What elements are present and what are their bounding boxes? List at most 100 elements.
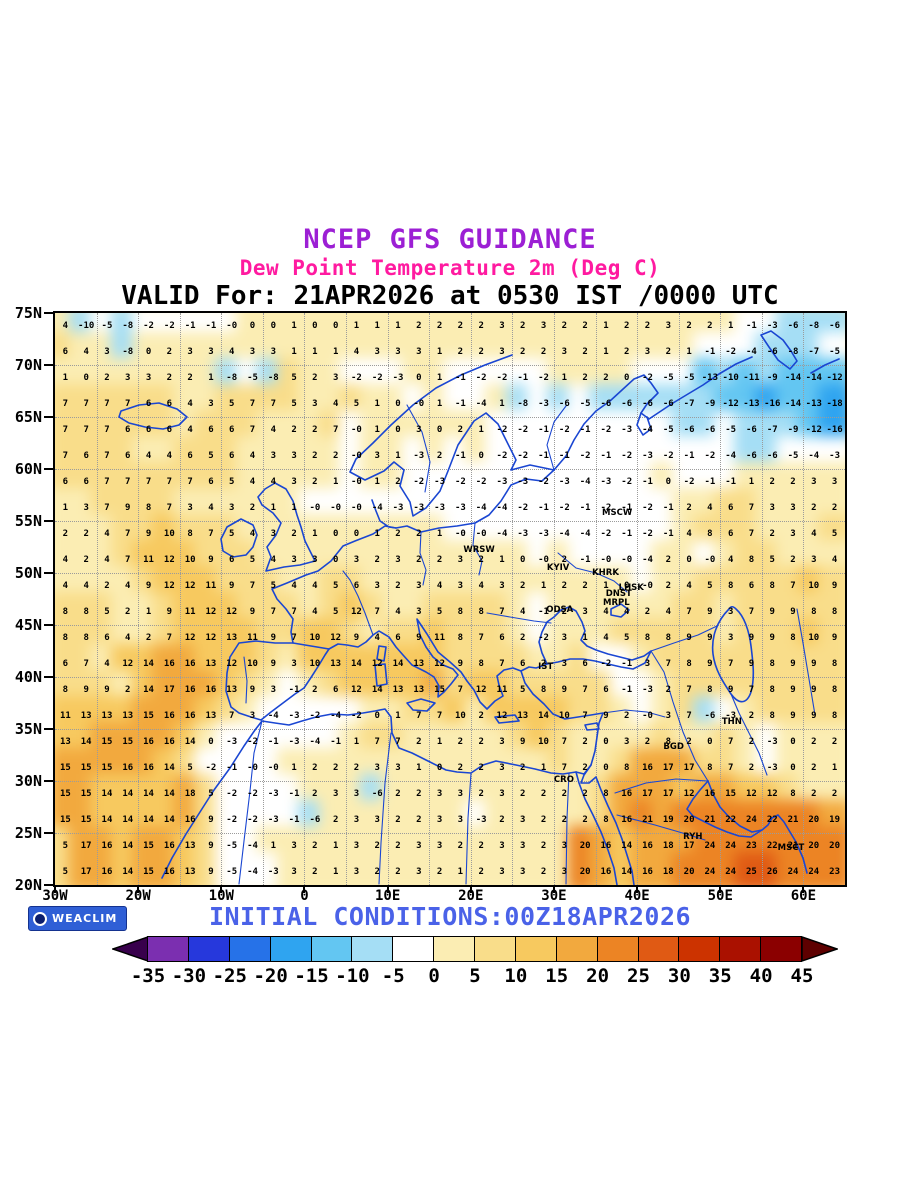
city-label: MRPL [602, 598, 630, 609]
grid-value: 5 [208, 789, 214, 799]
grid-value: 2 [623, 347, 630, 357]
grid-value: 12 [683, 789, 695, 799]
grid-value: -3 [454, 503, 466, 513]
grid-value: 2 [312, 867, 318, 877]
grid-value: -2 [600, 529, 612, 539]
grid-value: 9 [457, 659, 464, 669]
grid-value: -2 [704, 451, 716, 461]
grid-value: 4 [332, 399, 339, 409]
grid-value: 7 [291, 633, 297, 643]
grid-value: -1 [600, 451, 612, 461]
grid-value: -3 [392, 373, 404, 383]
grid-value: 2 [520, 789, 526, 799]
coastline-layer [118, 330, 840, 885]
colorbar-label: -5 [381, 965, 405, 987]
grid-value: -1 [621, 659, 633, 669]
lat-tick [44, 416, 53, 418]
grid-value: -10 [78, 321, 95, 331]
lon-tick [386, 885, 389, 893]
grid-value: -4 [496, 503, 508, 513]
grid-value: -2 [475, 477, 487, 487]
grid-value: 6 [499, 633, 505, 643]
grid-value: 2 [644, 607, 651, 617]
grid-value: 8 [62, 633, 69, 643]
coast-blacksea [538, 606, 652, 670]
grid-value: 2 [520, 633, 526, 643]
colorbar-label: 15 [545, 965, 569, 987]
grid-value: 7 [665, 659, 671, 669]
grid-value: 14 [143, 789, 154, 799]
grid-value: 3 [644, 659, 651, 669]
graticule-parallel [55, 833, 845, 834]
grid-value: 13 [226, 685, 238, 695]
grid-value: 24 [725, 867, 737, 877]
grid-value: 2 [332, 763, 339, 773]
grid-value: 1 [332, 477, 339, 487]
grid-value: 3 [457, 555, 464, 565]
lon-tick [636, 885, 639, 893]
grid-value: 4 [603, 607, 609, 617]
grid-value: 8 [540, 685, 547, 695]
grid-value: 9 [811, 685, 817, 695]
graticule-parallel [55, 573, 845, 574]
initial-conditions-line: INITIAL CONDITIONS:00Z18APR2026 [208, 902, 692, 931]
grid-value: 2 [457, 841, 464, 851]
grid-value: 8 [603, 815, 609, 825]
grid-value: 8 [831, 685, 838, 695]
grid-value: 2 [457, 347, 464, 357]
grid-value: 2 [332, 451, 339, 461]
grid-value: -5 [662, 373, 674, 383]
grid-value: 2 [187, 373, 193, 383]
grid-value: 8 [790, 789, 796, 799]
grid-value: 7 [457, 685, 464, 695]
grid-value: 2 [582, 789, 588, 799]
grid-value: 14 [122, 867, 134, 877]
grid-value: 4 [623, 607, 630, 617]
grid-value: 2 [644, 321, 651, 331]
grid-value: -3 [829, 451, 841, 461]
colorbar-segment [433, 936, 475, 962]
grid-value: 13 [59, 737, 71, 747]
colorbar-segment [310, 936, 353, 962]
grid-value: 0 [603, 763, 609, 773]
grid-value: -10 [722, 373, 739, 383]
graticule-meridian [470, 313, 472, 885]
grid-value: 12 [746, 789, 757, 799]
grid-value: 3 [395, 347, 401, 357]
city-label: KYIV [546, 563, 570, 574]
grid-value: 18 [662, 867, 674, 877]
grid-value: 14 [143, 659, 154, 669]
grid-value: 24 [746, 815, 757, 825]
grid-value: 4 [125, 633, 131, 643]
grid-value: 4 [312, 607, 318, 617]
grid-value: 16 [163, 841, 175, 851]
grid-value: -7 [683, 399, 695, 409]
grid-value: -4 [247, 841, 258, 851]
grid-value: 9 [790, 607, 796, 617]
grid-value: 8 [644, 633, 651, 643]
grid-value: 3 [374, 581, 380, 591]
grid-value: -0 [226, 321, 238, 331]
grid-value: 9 [748, 633, 755, 643]
grid-value: -5 [662, 425, 674, 435]
grid-value: 20 [579, 841, 591, 851]
colorbar-segment [147, 936, 189, 962]
grid-value: 9 [145, 529, 152, 539]
grid-value: -7 [808, 347, 820, 357]
grid-value: 9 [228, 581, 235, 591]
grid-value: 3 [499, 737, 505, 747]
grid-value: -4 [725, 451, 737, 461]
grid-value: 4 [270, 555, 276, 565]
lat-tick [44, 624, 53, 626]
grid-value: -2 [558, 425, 570, 435]
grid-value: 1 [603, 581, 609, 591]
grid-value: 13 [226, 633, 238, 643]
grid-value: 3 [665, 321, 671, 331]
graticule-parallel [55, 625, 845, 626]
grid-value: 17 [80, 867, 92, 877]
grid-value: 2 [748, 711, 755, 721]
city-label: MSCW [602, 508, 633, 519]
grid-value: 16 [163, 711, 175, 721]
grid-value: -6 [683, 425, 695, 435]
grid-value: -2 [662, 451, 674, 461]
